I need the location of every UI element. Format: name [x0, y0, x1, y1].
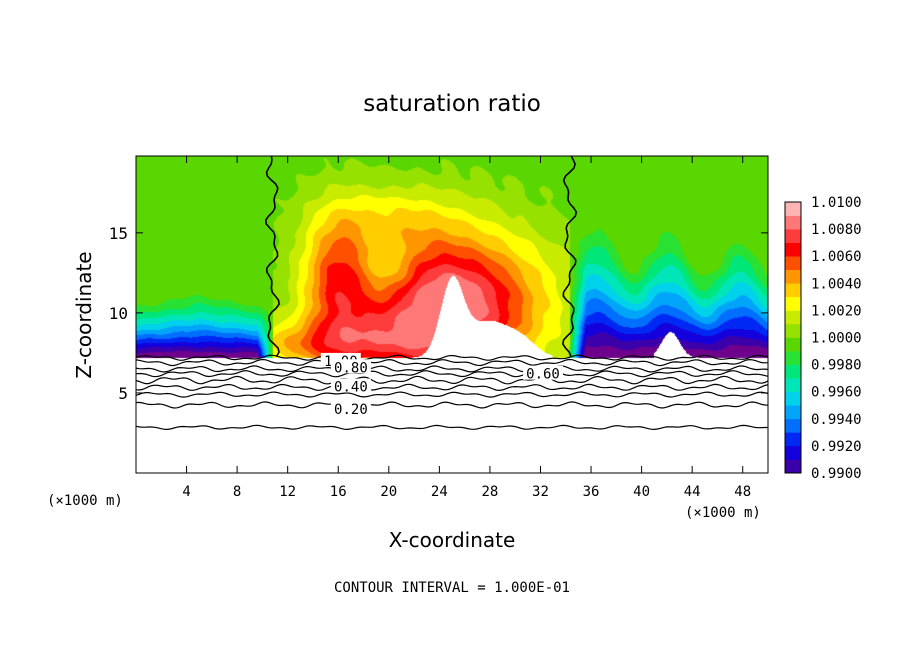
x-tick-label: 28	[481, 484, 498, 500]
contour-line	[136, 383, 768, 392]
contour-line	[136, 401, 768, 409]
plot-frame	[135, 155, 769, 474]
contour-line	[136, 365, 768, 373]
x-tick-label: 20	[380, 484, 397, 500]
colorbar-swatch	[785, 351, 801, 365]
colorbar-swatch	[785, 310, 801, 325]
x-tick-label: 44	[684, 484, 701, 500]
colorbar-label: 1.0080	[811, 222, 862, 238]
colorbar-swatch	[785, 242, 801, 257]
contour-interval-note: CONTOUR INTERVAL = 1.000E-01	[334, 580, 570, 596]
y-tick-label: 5	[118, 384, 128, 403]
colorbar-swatch	[785, 405, 801, 420]
y-tick-label: 15	[109, 224, 128, 243]
colorbar-swatch	[785, 432, 801, 447]
colorbar-swatch	[785, 364, 801, 379]
contour-labels: 1.000.800.600.400.20	[320, 352, 563, 418]
colorbar-swatch	[785, 459, 801, 474]
colorbar-swatches	[785, 202, 801, 474]
contour-line	[136, 391, 768, 398]
y-axis-label: Z-coordinate	[72, 251, 96, 378]
saturation-field-image	[136, 156, 768, 473]
colorbar-label: 1.0040	[811, 276, 862, 292]
colorbar-swatch	[785, 391, 801, 406]
x-tick-label: 32	[532, 484, 549, 500]
x-tick-label: 36	[583, 484, 600, 500]
contour-line	[136, 358, 768, 367]
colorbar-swatch	[785, 202, 801, 216]
colorbar-label: 0.9900	[811, 466, 862, 482]
colorbar-label: 0.9980	[811, 358, 862, 374]
colorbar-label: 0.9940	[811, 412, 862, 428]
colorbar-label: 1.0100	[811, 195, 862, 211]
colorbar-swatch	[785, 256, 801, 271]
x-unit-right: (×1000 m)	[685, 505, 761, 521]
saturation-boundary-lines	[264, 156, 578, 357]
saturation-boundary-line	[562, 156, 578, 357]
chart-title: saturation ratio	[363, 91, 541, 117]
x-tick-label: 16	[330, 484, 347, 500]
contour-line	[136, 424, 768, 431]
contour-label: 0.20	[334, 402, 368, 418]
colorbar-swatch	[785, 323, 801, 338]
colorbar-swatch	[785, 215, 801, 230]
x-unit-left: (×1000 m)	[47, 493, 123, 509]
x-tick-label: 12	[279, 484, 296, 500]
contour-label-bg	[330, 359, 371, 374]
y-tick-label: 10	[109, 304, 128, 323]
contour-line	[136, 354, 768, 361]
contour-line	[136, 370, 768, 378]
colorbar-labels: 1.0100 1.0080 1.0060 1.0040 1.0020 1.0000 0.99…	[811, 195, 862, 482]
x-tick-label: 48	[734, 484, 751, 500]
saturation-boundary-line	[264, 156, 280, 357]
y-axis: 5 10 15	[109, 224, 768, 403]
contour-label: 0.80	[334, 360, 368, 376]
colorbar-label: 1.0060	[811, 249, 862, 265]
colorbar-swatch	[785, 229, 801, 243]
colorbar-label: 0.9960	[811, 385, 862, 401]
colorbar: 1.0100 1.0080 1.0060 1.0040 1.0020 1.0000 0.99…	[784, 195, 862, 482]
colorbar-label: 0.9920	[811, 439, 862, 455]
x-tick-label: 24	[431, 484, 448, 500]
colorbar-swatch	[785, 378, 801, 392]
contour-label: 0.40	[334, 380, 368, 396]
colorbar-swatch	[785, 269, 801, 284]
x-axis-label: X-coordinate	[389, 528, 516, 552]
contour-label: 0.60	[526, 367, 560, 383]
colorbar-label: 1.0000	[811, 331, 862, 347]
colorbar-swatch	[785, 337, 801, 352]
saturation-field	[136, 156, 768, 473]
colorbar-swatch	[785, 445, 801, 460]
colorbar-label: 1.0020	[811, 303, 862, 319]
colorbar-frame	[784, 201, 802, 474]
contour-lines	[136, 354, 768, 431]
contour-label-bg	[330, 378, 371, 393]
colorbar-swatch	[785, 418, 801, 433]
colorbar-swatch	[785, 283, 801, 298]
colorbar-swatch	[785, 296, 801, 311]
x-tick-label: 40	[633, 484, 650, 500]
contour-line	[136, 375, 768, 385]
contour-label-bg	[523, 365, 563, 380]
contour-label-bg	[330, 401, 371, 415]
x-tick-label: 4	[182, 484, 190, 500]
x-axis: 4 8 12 16 20 24 28 32 36 40 44 48	[182, 156, 751, 500]
x-tick-label: 8	[233, 484, 241, 500]
